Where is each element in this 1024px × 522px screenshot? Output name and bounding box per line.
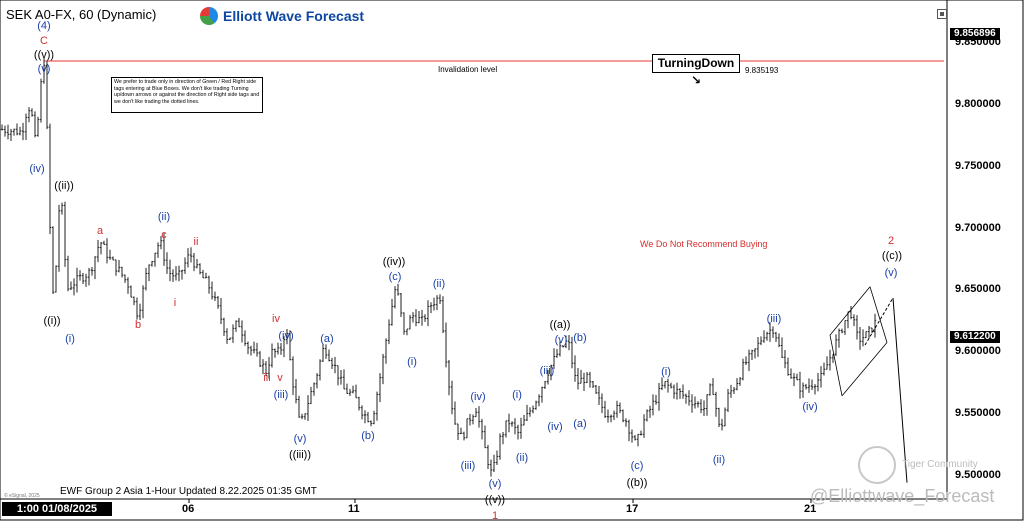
channel-lower <box>841 342 888 397</box>
channel-right <box>869 286 888 343</box>
wave-label: (iv) <box>29 163 45 176</box>
wave-label: (iv) <box>470 391 486 404</box>
y-tick-label: 9.650000 <box>955 283 1001 296</box>
y-tick-label: 9.500000 <box>955 469 1001 482</box>
y-tick-label: 9.550000 <box>955 407 1001 420</box>
wave-label: ((a)) <box>549 319 571 332</box>
wave-label: (ii) <box>712 454 726 467</box>
wedge-channel <box>829 286 888 397</box>
wave-label: 2 <box>887 234 895 247</box>
wave-label: iii <box>263 372 271 385</box>
tiger-watermark: Tiger Community <box>902 459 978 470</box>
brand-logo[interactable]: Elliott Wave Forecast <box>200 6 364 26</box>
brand-name: Elliott Wave Forecast <box>223 8 365 24</box>
wave-label: (iii) <box>273 388 289 401</box>
projection-dashed <box>864 297 894 346</box>
trading-note: We prefer to trade only in direction of … <box>111 77 263 113</box>
wave-label: (i) <box>512 388 522 401</box>
tiger-logo-icon <box>858 446 896 484</box>
y-tick-label: 9.750000 <box>955 159 1001 172</box>
projection-down <box>892 297 908 483</box>
wave-label: (v) <box>884 267 898 280</box>
wave-label: v <box>277 372 283 385</box>
no-buy-notice: We Do Not Recommend Buying <box>640 239 768 249</box>
wave-label: ((v)) <box>33 48 55 61</box>
wave-label: ((iii)) <box>289 449 311 462</box>
invalidation-price: 9.835193 <box>745 66 779 75</box>
esignal-credit: © eSignal, 2025 <box>4 493 40 499</box>
wave-label: (4) <box>37 20 51 33</box>
wave-label: iv <box>272 312 280 325</box>
invalidation-label: Invalidation level <box>438 65 498 74</box>
down-arrow-icon: ↘ <box>690 73 702 87</box>
candles <box>0 57 877 477</box>
wave-label: (iv) <box>802 400 818 413</box>
wave-label: (i) <box>661 366 671 379</box>
wave-label: (iii) <box>460 460 476 473</box>
y-tick-label: 9.800000 <box>955 97 1001 110</box>
wave-label: b <box>134 319 142 332</box>
wave-label: ((v)) <box>484 493 506 506</box>
wave-label: C <box>40 35 48 48</box>
x-axis-current-label: 1:00 01/08/2025 <box>2 502 112 516</box>
wave-label: (c) <box>388 270 402 283</box>
wave-label: (i) <box>407 356 417 369</box>
wave-label: (a) <box>573 418 587 431</box>
ewf-logo-icon <box>200 7 218 25</box>
wave-label: (iii) <box>766 312 782 325</box>
symbol-title: SEK A0-FX, 60 (Dynamic) <box>6 7 157 22</box>
wave-label: c <box>161 228 167 241</box>
handle-watermark: @Elliottwave_Forecast <box>810 486 995 506</box>
turning-down-box: TurningDown ↘ <box>652 54 740 87</box>
x-tick-label: 06 <box>182 503 195 515</box>
wave-label: (b) <box>361 429 375 442</box>
wave-label: (iii) <box>539 365 555 378</box>
x-tick-label: 21 <box>804 503 817 515</box>
wave-label: (i) <box>65 332 75 345</box>
wave-label: ((c)) <box>881 249 903 262</box>
wave-label: (v) <box>554 334 568 347</box>
y-tick-label: 9.600000 <box>955 345 1001 358</box>
wave-label: i <box>173 296 177 309</box>
wave-label: ((b)) <box>626 476 648 489</box>
wave-label: (a) <box>320 332 334 345</box>
wave-label: (v) <box>488 477 502 490</box>
maximize-icon[interactable] <box>937 9 947 19</box>
update-footer: EWF Group 2 Asia 1-Hour Updated 8.22.202… <box>60 486 317 497</box>
wave-label: ((iv)) <box>382 255 406 268</box>
wave-label: ((i)) <box>43 315 61 328</box>
wave-label: (iv) <box>278 330 294 343</box>
turning-down-label: TurningDown <box>657 56 735 70</box>
channel-upper <box>829 286 871 336</box>
wave-label: (c) <box>630 460 644 473</box>
price-badge: 9.856896 <box>950 28 1000 41</box>
wave-label: (b) <box>573 331 587 344</box>
wave-label: (v) <box>37 62 51 75</box>
wave-label: (ii) <box>515 451 529 464</box>
wave-label: (ii) <box>432 278 446 291</box>
x-tick-label: 17 <box>626 503 639 515</box>
wave-label: (iv) <box>547 420 563 433</box>
wave-label: ((ii)) <box>54 180 74 193</box>
wave-label: a <box>96 224 104 237</box>
wave-label: (ii) <box>157 211 171 224</box>
projection-path <box>864 297 908 483</box>
y-tick-label: 9.700000 <box>955 221 1001 234</box>
wave-label: 1 <box>491 510 499 522</box>
x-tick-label: 11 <box>348 503 360 515</box>
wave-label: ii <box>193 236 199 249</box>
wave-label: (v) <box>293 433 307 446</box>
price-badge: 9.612200 <box>950 331 1000 344</box>
channel-left <box>829 335 843 396</box>
